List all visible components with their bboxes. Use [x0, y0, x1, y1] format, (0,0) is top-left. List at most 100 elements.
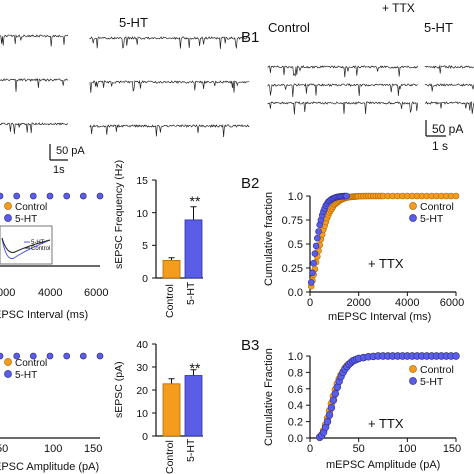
- x-ticks: [309, 292, 457, 296]
- y-tick-label: 1.0: [288, 351, 303, 363]
- trace-group-a-control: [0, 34, 69, 135]
- trace-b-control-3: [267, 101, 418, 115]
- data-point-serotonin: [331, 390, 339, 398]
- y-tick-label: 0.5: [288, 239, 303, 251]
- error-bar-serotonin: [190, 369, 197, 376]
- error-bar-control: [168, 378, 175, 384]
- inset-legend-control: Control: [31, 246, 50, 252]
- trace-a-serotonin-1: [89, 36, 250, 49]
- data-point-serotonin: [313, 234, 321, 242]
- significance-marker: **: [190, 193, 201, 209]
- trace-group-b-serotonin: [424, 64, 474, 114]
- series-points: [0, 192, 104, 200]
- x-tick-label: 4000: [395, 297, 419, 309]
- scale-bar-a: 50 pA 1s: [49, 144, 85, 176]
- trace-a-serotonin-2: [89, 79, 250, 93]
- data-point-serotonin: [13, 352, 21, 360]
- scale-bar-b-time-label: 1 s: [432, 139, 448, 153]
- y-tick-label: 5: [142, 240, 148, 252]
- trace-a-control-2: [0, 77, 69, 92]
- inset-trace-serotonin: [1, 237, 51, 260]
- data-point-serotonin: [0, 352, 4, 360]
- y-tick-label: 1.0: [288, 191, 303, 203]
- chart-b3-cumulative-amplitude: Cumulative Fraction 0.0 0.2 0.4 0.6 0.8 …: [263, 348, 461, 471]
- legend-label-control: Control: [15, 358, 47, 369]
- x-tick-label: 2000: [346, 297, 370, 309]
- error-bar-control: [168, 257, 175, 261]
- series-points: [307, 192, 460, 290]
- data-point-control: [452, 192, 460, 200]
- x-tick-label: 50: [353, 443, 365, 455]
- data-point-serotonin: [13, 192, 21, 200]
- legend-label-control: Control: [420, 364, 454, 376]
- y-tick-label: 30: [136, 362, 148, 374]
- bars: [162, 369, 203, 437]
- y-axis-title: sEPSC Frequency (Hz): [113, 160, 125, 269]
- series-points: [316, 352, 460, 441]
- x-tick-label: 100: [44, 443, 62, 455]
- x-axis-title: EPSC Interval (ms): [0, 309, 88, 321]
- y-tick-label: 0.25: [282, 263, 303, 275]
- y-tick-label: 0.8: [288, 367, 303, 379]
- legend-swatch-control: [4, 202, 12, 210]
- y-tick-label: 0.0: [288, 287, 303, 299]
- data-point-serotonin: [63, 192, 70, 200]
- data-point-serotonin: [315, 228, 322, 235]
- y-tick-label: 10: [136, 408, 148, 420]
- legend-label-control: Control: [420, 201, 454, 213]
- trace-a-serotonin-3: [89, 124, 250, 138]
- ttx-annotation: + TTX: [368, 416, 404, 431]
- data-point-serotonin: [307, 279, 315, 286]
- legend-label-serotonin: 5-HT: [420, 376, 444, 388]
- inset-legend-serotonin: 5-HT: [31, 240, 45, 246]
- chart-b2-cumulative-interval: Cumulative fraction 0.0 0.25 0.5 0.75 1.…: [263, 191, 464, 323]
- chart-a2-cumulative-interval: 000 4000 6000 EPSC Interval (ms) Control…: [0, 192, 108, 321]
- data-point-serotonin: [312, 242, 320, 250]
- x-tick-label: 6000: [440, 297, 464, 309]
- x-tick-label: 0: [307, 443, 313, 455]
- data-point-serotonin: [96, 352, 104, 360]
- trace-a-condition-label: 5-HT: [119, 15, 148, 30]
- ttx-annotation: + TTX: [368, 256, 404, 271]
- x-tick-label: 6000: [84, 287, 108, 299]
- y-tick-label: 15: [136, 175, 148, 187]
- legend-label-control: Control: [15, 202, 47, 213]
- legend-swatch-serotonin: [4, 214, 12, 222]
- legend-label-serotonin: 5-HT: [15, 370, 37, 381]
- inset-average-epsc: 5-HT Control: [0, 225, 53, 265]
- panel-label-b2: B2: [241, 175, 259, 192]
- chart-a3-cumulative-amplitude: 50 100 150 EPSC Amplitude (pA) Control 5…: [0, 352, 104, 473]
- x-tick-label: 0: [307, 297, 313, 309]
- legend-label-serotonin: 5-HT: [15, 214, 37, 225]
- data-point-serotonin: [80, 192, 87, 200]
- trace-b-condition-label: 5-HT: [424, 20, 453, 35]
- x-tick-label: 50: [0, 443, 8, 455]
- data-point-serotonin: [325, 411, 334, 419]
- legend: Control 5-HT: [409, 364, 454, 388]
- error-bar-serotonin: [190, 206, 197, 220]
- legend-swatch-control: [4, 358, 12, 366]
- x-tick-label: 100: [398, 443, 416, 455]
- y-tick-label: 0.4: [288, 400, 303, 412]
- data-point-serotonin: [311, 250, 319, 257]
- significance-marker: **: [190, 360, 201, 376]
- bar-serotonin: [184, 219, 203, 279]
- data-point-serotonin: [29, 192, 37, 200]
- y-tick-label: 0.0: [288, 433, 303, 445]
- chart-a3-amplitude-bar: sEPSC (pA) 0 10 20 30 40 ** Control 5-HT: [113, 339, 203, 474]
- y-ticks: [306, 195, 310, 293]
- legend: Control 5-HT: [409, 201, 454, 225]
- trace-b-control-label: Control: [268, 20, 310, 35]
- y-tick-label: 0.6: [288, 384, 303, 396]
- trace-a-control-1: [0, 34, 69, 47]
- data-point-serotonin: [310, 259, 317, 267]
- data-point-serotonin: [329, 396, 338, 404]
- y-ticks: [152, 179, 156, 279]
- x-tick-label: Control: [164, 284, 176, 318]
- x-tick-label: 5-HT: [185, 438, 197, 462]
- legend-swatch-serotonin: [409, 377, 417, 385]
- y-axis-title: Cumulative Fraction: [263, 348, 275, 446]
- x-tick-label: 4000: [38, 287, 62, 299]
- data-point-serotonin: [452, 352, 460, 360]
- scale-bar-b: 50 pA 1 s: [425, 120, 463, 153]
